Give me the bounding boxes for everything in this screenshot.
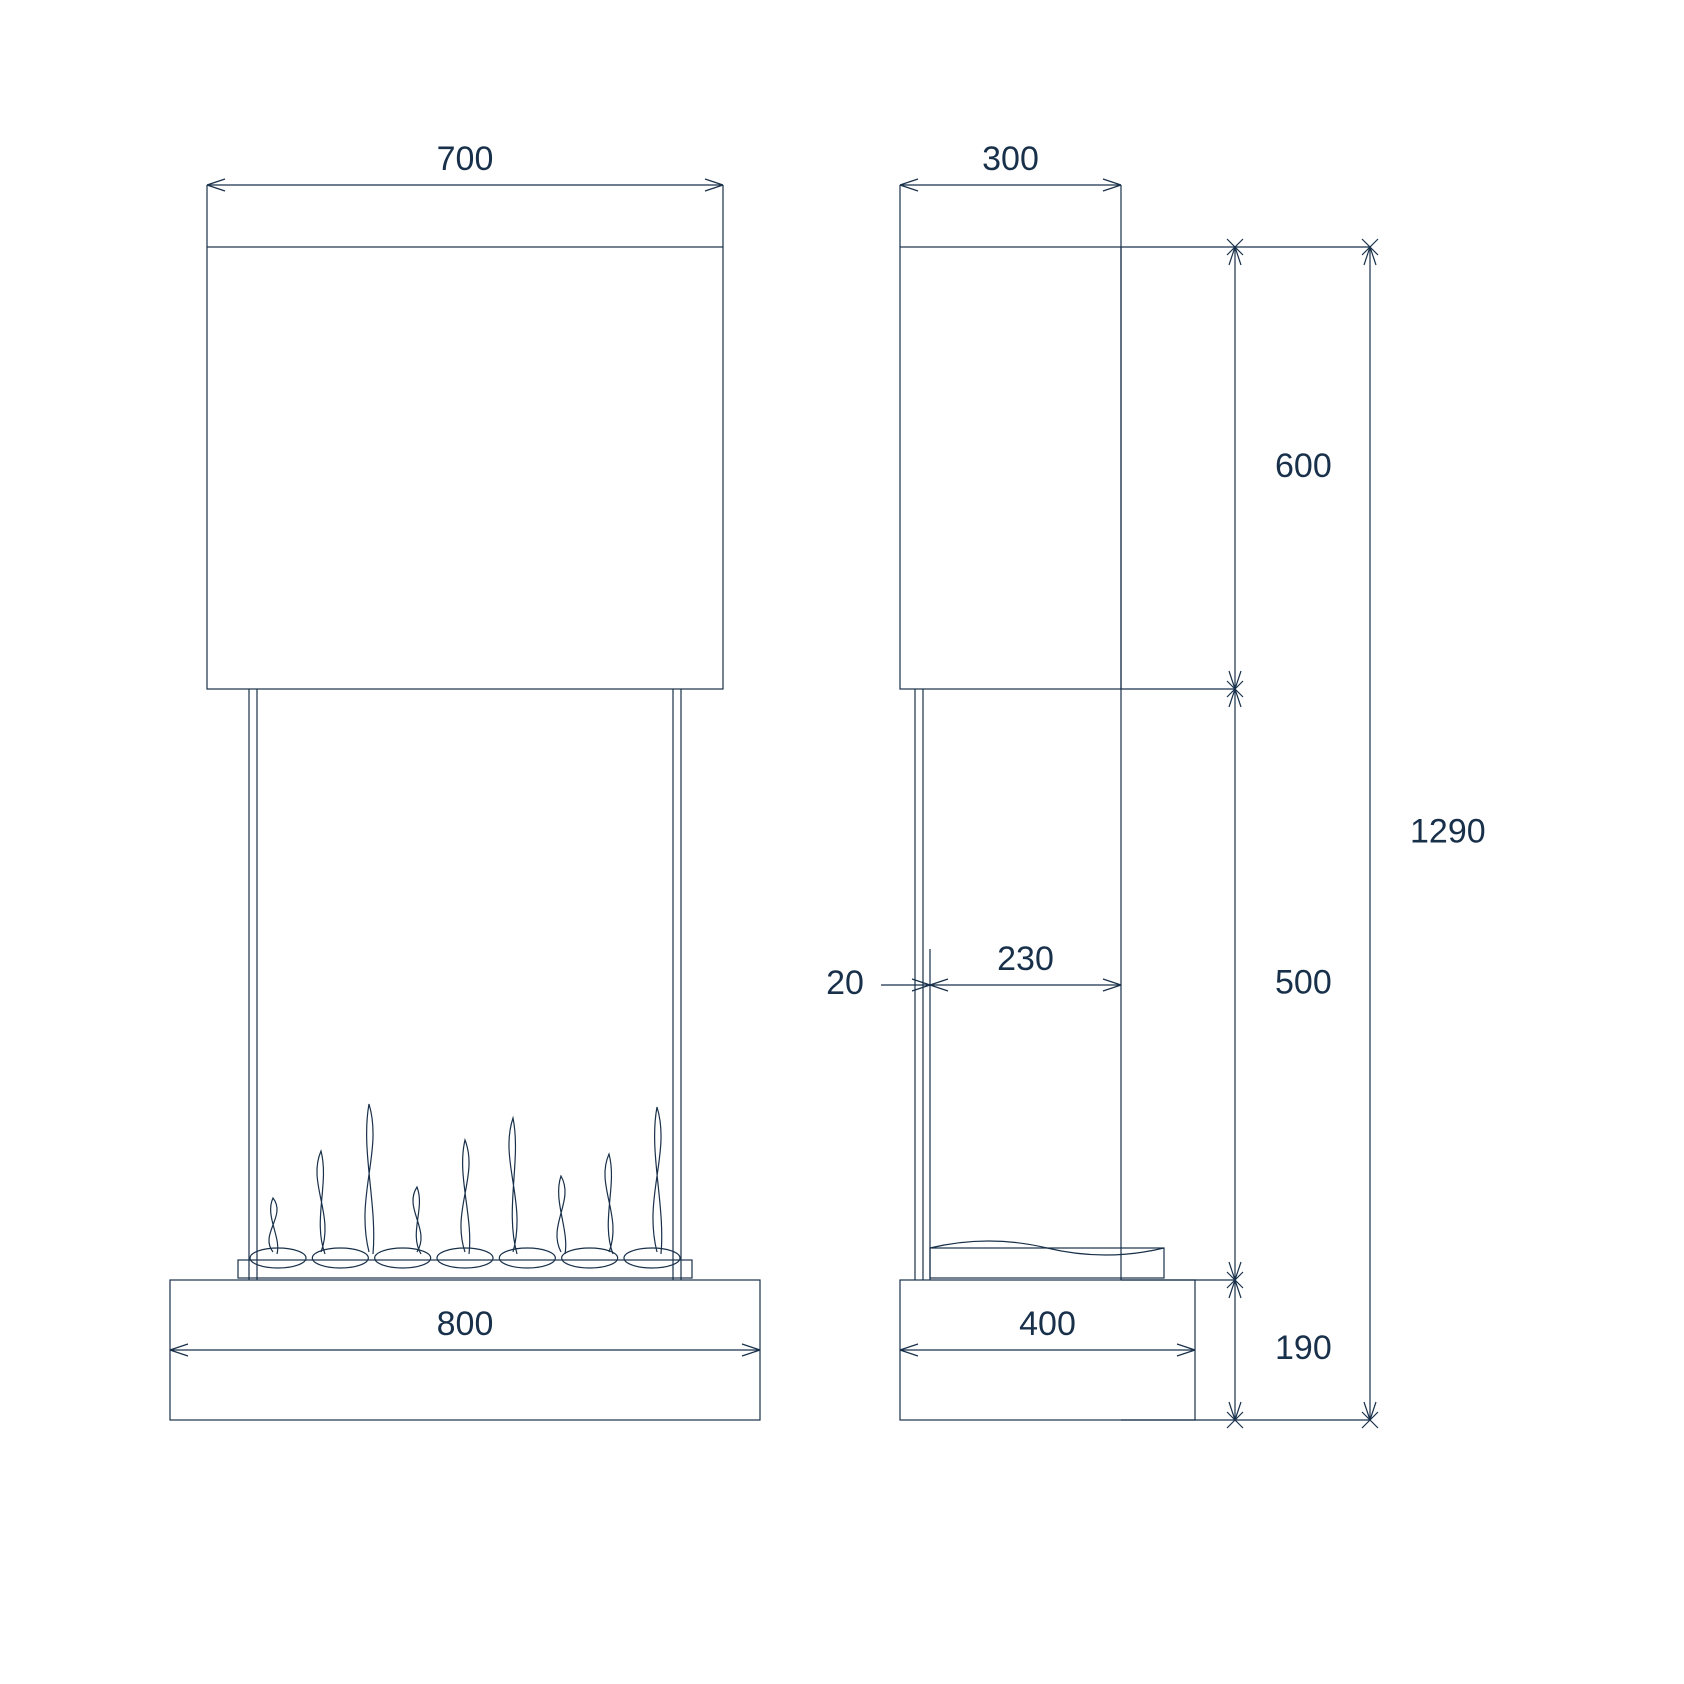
dim-230-label: 230 [997,940,1054,978]
dim-190 [1229,1280,1241,1420]
side-view [881,179,1378,1428]
dim-190-label: 190 [1275,1329,1332,1367]
dim-1290-label: 1290 [1410,812,1486,850]
dim-600-label: 600 [1275,447,1332,485]
dim-700 [207,179,723,191]
dim-500 [1229,689,1241,1280]
dim-800 [170,1344,760,1356]
dim-230 [930,979,1121,991]
side-hood [900,247,1121,689]
side-firebed [930,1248,1164,1278]
dim-600 [1229,247,1241,689]
front-view [170,179,760,1420]
front-hood [207,247,723,689]
dim-700-label: 700 [437,140,494,178]
dim-1290 [1364,247,1376,1420]
dim-300 [900,179,1121,191]
dim-400-label: 400 [1019,1305,1076,1343]
dim-300-label: 300 [982,140,1039,178]
dim-800-label: 800 [437,1305,494,1343]
dim-20-label: 20 [826,964,864,1002]
dim-500-label: 500 [1275,963,1332,1001]
front-firebed [238,1104,692,1278]
dim-400 [900,1344,1195,1356]
